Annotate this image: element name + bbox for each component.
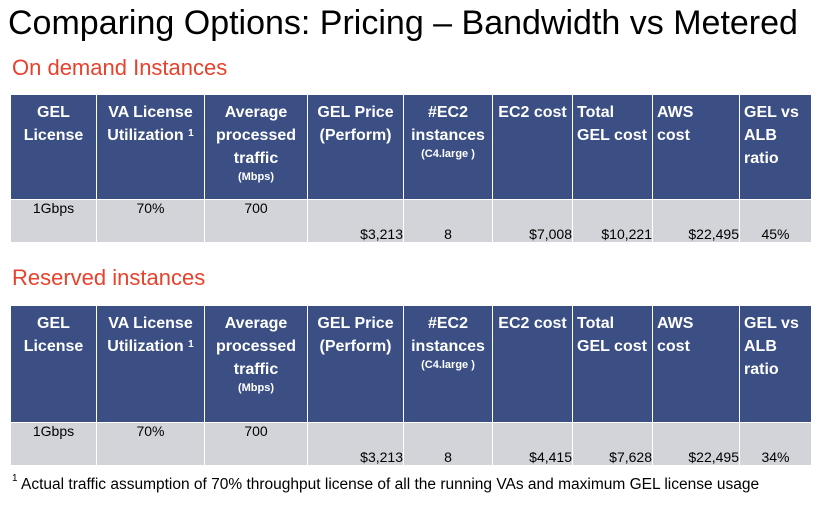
cell-total-gel-cost: $10,221 bbox=[572, 199, 653, 243]
footnote-text: Actual traffic assumption of 70% through… bbox=[21, 476, 760, 494]
cell-va-utilization: 70% bbox=[96, 422, 205, 466]
pricing-table-reserved: GEL License VA License Utilization 1 Avera… bbox=[10, 305, 812, 466]
header-va-license-utilization: VA License Utilization 1 bbox=[96, 305, 205, 423]
footnote-marker: 1 bbox=[188, 339, 194, 350]
header-gel-price: GEL Price (Perform) bbox=[307, 94, 404, 200]
cell-ec2-instances: 8 bbox=[403, 199, 493, 243]
footnote: 1 Actual traffic assumption of 70% throu… bbox=[12, 470, 812, 496]
table-row: 1Gbps 70% 700 $3,213 8 $7,008 $10,221 $2… bbox=[10, 199, 812, 243]
header-ec2-instances: #EC2 instances (C4.large ) bbox=[403, 305, 493, 423]
section-label-reserved: Reserved instances bbox=[12, 265, 206, 290]
cell-gel-price: $3,213 bbox=[307, 422, 404, 466]
header-aws-cost: AWS cost bbox=[652, 305, 740, 423]
table-row: 1Gbps 70% 700 $3,213 8 $4,415 $7,628 $22… bbox=[10, 422, 812, 466]
header-gel-license: GEL License bbox=[10, 94, 97, 200]
slide-title: Comparing Options: Pricing – Bandwidth v… bbox=[8, 4, 798, 42]
cell-ec2-cost: $4,415 bbox=[492, 422, 573, 466]
cell-gel-license: 1Gbps bbox=[10, 199, 97, 243]
footnote-marker: 1 bbox=[188, 128, 194, 139]
pricing-table-on-demand: GEL License VA License Utilization 1 Avera… bbox=[10, 94, 812, 243]
header-average-traffic: Average processed traffic (Mbps) bbox=[204, 94, 308, 200]
header-va-license-utilization: VA License Utilization 1 bbox=[96, 94, 205, 200]
header-average-traffic: Average processed traffic (Mbps) bbox=[204, 305, 308, 423]
header-total-gel-cost: Total GEL cost bbox=[572, 94, 653, 200]
cell-avg-traffic: 700 bbox=[204, 422, 308, 466]
cell-va-utilization: 70% bbox=[96, 199, 205, 243]
cell-total-gel-cost: $7,628 bbox=[572, 422, 653, 466]
cell-avg-traffic: 700 bbox=[204, 199, 308, 243]
header-gel-license: GEL License bbox=[10, 305, 97, 423]
footnote-marker: 1 bbox=[12, 473, 18, 484]
header-total-gel-cost: Total GEL cost bbox=[572, 305, 653, 423]
header-ec2-cost: EC2 cost bbox=[492, 305, 573, 423]
section-label-on-demand: On demand Instances bbox=[12, 55, 228, 80]
header-ec2-cost: EC2 cost bbox=[492, 94, 573, 200]
cell-ec2-cost: $7,008 bbox=[492, 199, 573, 243]
cell-ratio: 34% bbox=[739, 422, 812, 466]
header-ec2-instances: #EC2 instances (C4.large ) bbox=[403, 94, 493, 200]
cell-ratio: 45% bbox=[739, 199, 812, 243]
header-gel-vs-alb-ratio: GEL vs ALB ratio bbox=[739, 94, 812, 200]
cell-ec2-instances: 8 bbox=[403, 422, 493, 466]
header-row: GEL License VA License Utilization 1 Avera… bbox=[10, 305, 812, 423]
cell-gel-license: 1Gbps bbox=[10, 422, 97, 466]
cell-aws-cost: $22,495 bbox=[652, 199, 740, 243]
cell-gel-price: $3,213 bbox=[307, 199, 404, 243]
cell-aws-cost: $22,495 bbox=[652, 422, 740, 466]
header-row: GEL License VA License Utilization 1 Avera… bbox=[10, 94, 812, 200]
header-gel-price: GEL Price (Perform) bbox=[307, 305, 404, 423]
header-gel-vs-alb-ratio: GEL vs ALB ratio bbox=[739, 305, 812, 423]
header-aws-cost: AWS cost bbox=[652, 94, 740, 200]
